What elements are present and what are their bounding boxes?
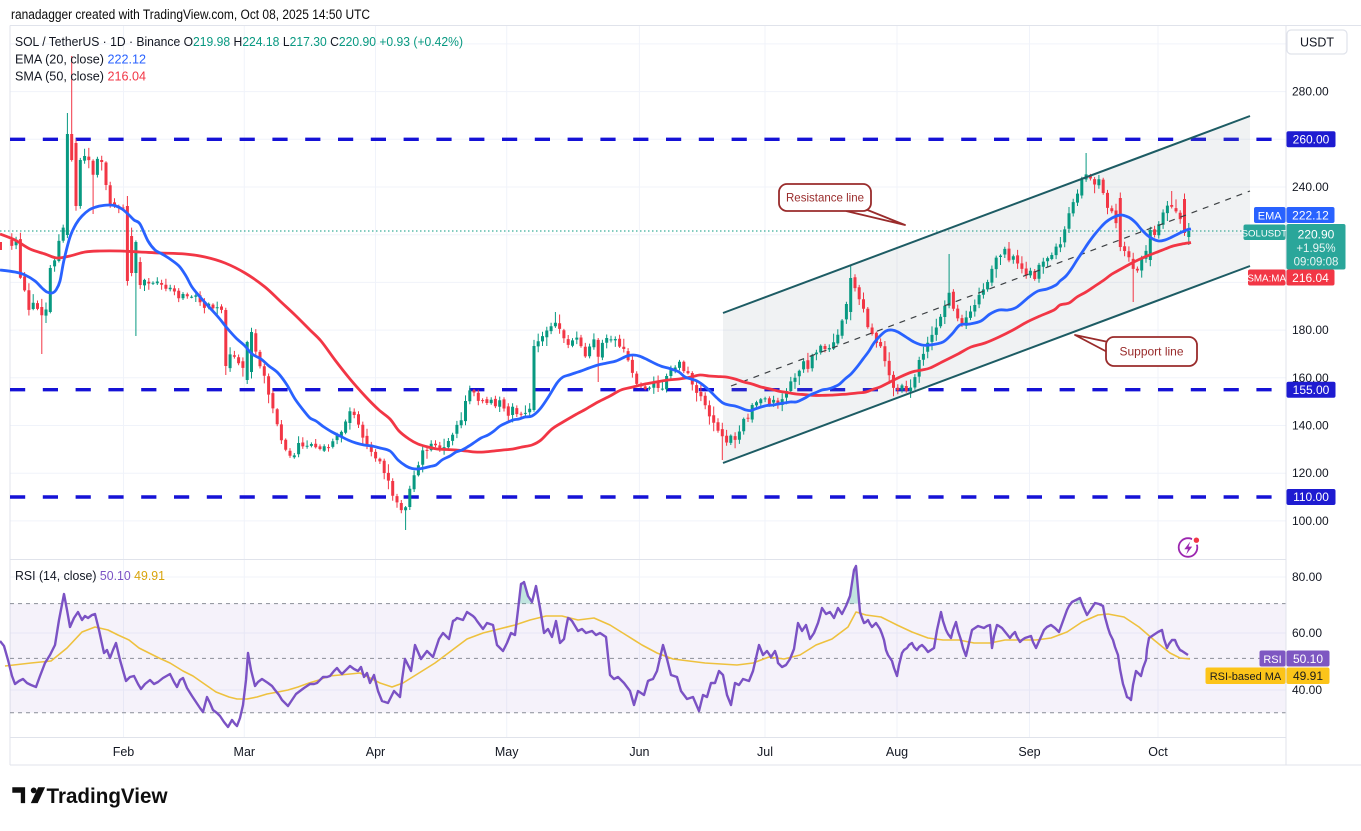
svg-text:Jul: Jul	[757, 745, 773, 759]
svg-text:140.00: 140.00	[1292, 419, 1329, 433]
svg-text:SOLUSDT: SOLUSDT	[1242, 228, 1287, 239]
svg-text:80.00: 80.00	[1292, 570, 1322, 584]
svg-text:USDT: USDT	[1300, 36, 1334, 50]
svg-text:EMA (20, close) 222.12: EMA (20, close) 222.12	[15, 52, 146, 67]
svg-text:SMA (50, close) 216.04: SMA (50, close) 216.04	[15, 69, 146, 84]
svg-text:EMA: EMA	[1258, 211, 1283, 223]
svg-text:120.00: 120.00	[1292, 466, 1329, 480]
svg-text:Aug: Aug	[886, 745, 908, 759]
svg-text:Support line: Support line	[1120, 345, 1184, 359]
svg-text:09:09:08: 09:09:08	[1294, 257, 1339, 269]
svg-text:RSI (14, close) 50.10 49.91: RSI (14, close) 50.10 49.91	[15, 568, 165, 583]
svg-text:Mar: Mar	[234, 745, 256, 759]
svg-text:240.00: 240.00	[1292, 180, 1329, 194]
svg-text:49.91: 49.91	[1293, 669, 1323, 683]
svg-text:Oct: Oct	[1148, 745, 1168, 759]
svg-text:RSI-based MA: RSI-based MA	[1210, 671, 1282, 683]
svg-text:Sep: Sep	[1018, 745, 1040, 759]
svg-text:60.00: 60.00	[1292, 626, 1322, 640]
svg-text:+1.95%: +1.95%	[1296, 243, 1335, 255]
svg-text:40.00: 40.00	[1292, 683, 1322, 697]
svg-text:Feb: Feb	[113, 745, 135, 759]
svg-text:216.04: 216.04	[1292, 271, 1329, 285]
svg-text:110.00: 110.00	[1293, 490, 1329, 504]
svg-text:SOL / TetherUS · 1D · Binance: SOL / TetherUS · 1D · Binance O219.98 H2…	[15, 34, 463, 49]
svg-text:50.10: 50.10	[1293, 652, 1323, 666]
svg-text:ranadagger created with Tradin: ranadagger created with TradingView.com,…	[11, 7, 370, 22]
svg-text:260.00: 260.00	[1293, 133, 1330, 147]
svg-text:280.00: 280.00	[1292, 85, 1329, 99]
svg-text:Jun: Jun	[629, 745, 649, 759]
svg-text:TradingView: TradingView	[47, 784, 168, 808]
svg-text:SMA:MA: SMA:MA	[1247, 274, 1286, 285]
svg-text:May: May	[495, 745, 519, 759]
svg-text:100.00: 100.00	[1292, 514, 1329, 528]
svg-text:155.00: 155.00	[1293, 383, 1330, 397]
svg-text:180.00: 180.00	[1292, 323, 1329, 337]
svg-text:220.90: 220.90	[1298, 228, 1335, 242]
svg-text:Resistance line: Resistance line	[786, 191, 864, 205]
svg-text:222.12: 222.12	[1292, 209, 1329, 223]
svg-text:RSI: RSI	[1263, 654, 1281, 666]
svg-text:Apr: Apr	[366, 745, 385, 759]
